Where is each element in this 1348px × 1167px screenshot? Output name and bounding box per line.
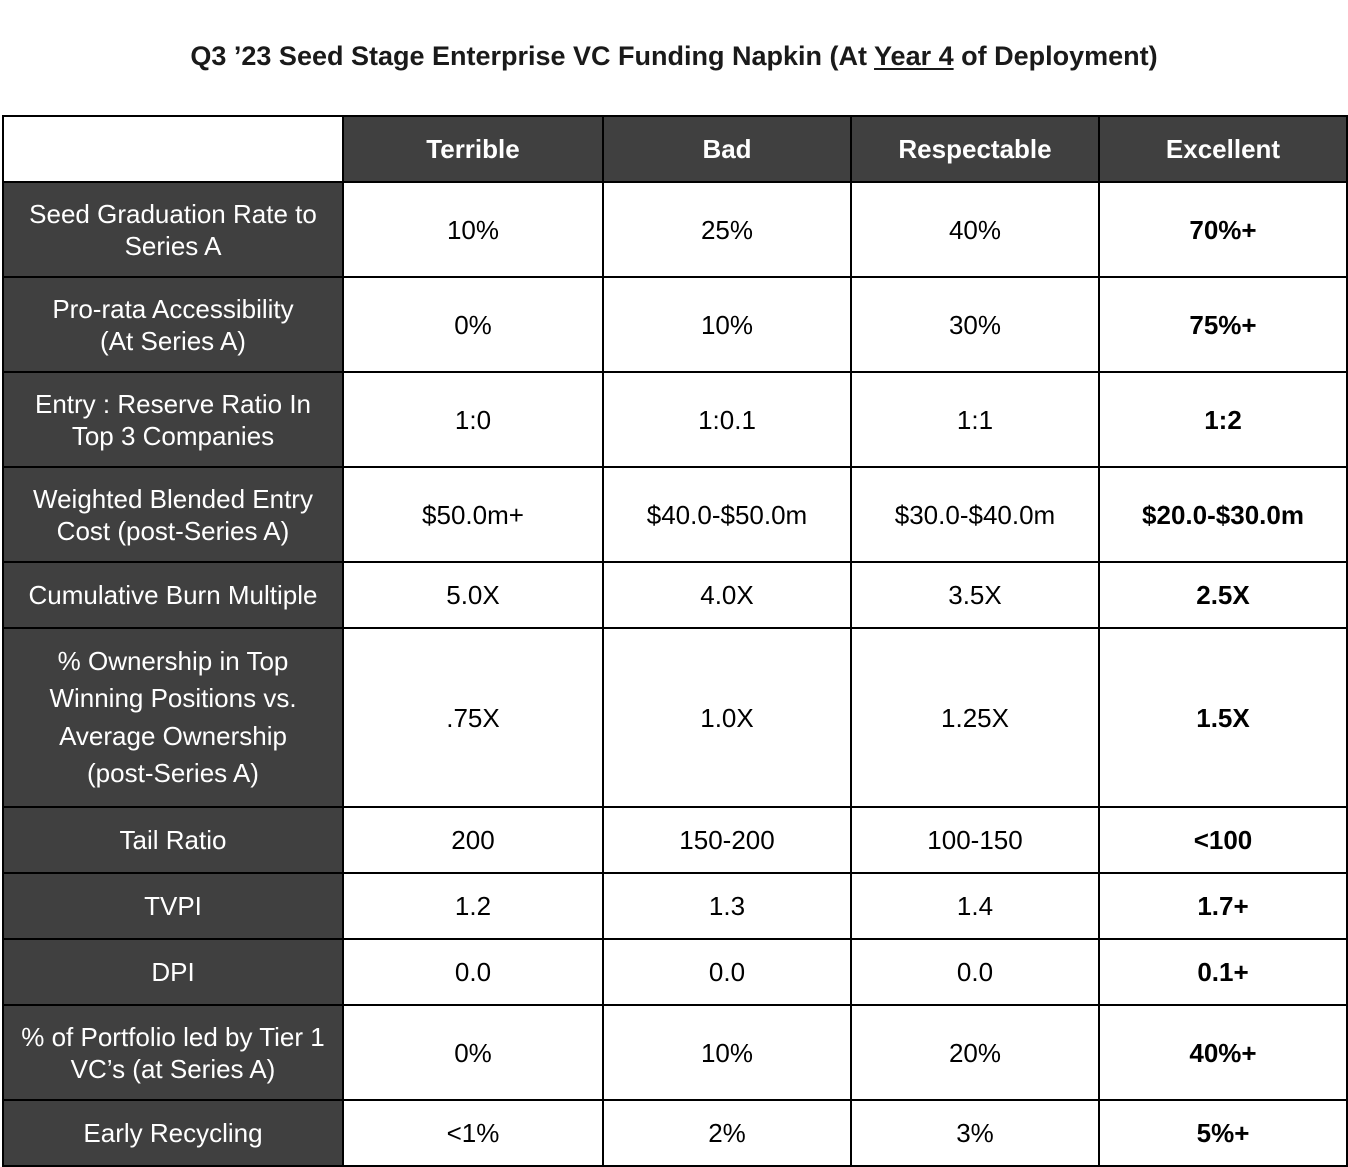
row-label: Seed Graduation Rate to Series A [2, 181, 344, 278]
cell-respectable: 0.0 [850, 938, 1100, 1006]
row-label-line: Weighted Blended Entry [33, 483, 313, 514]
cell-terrible: 5.0X [342, 561, 604, 629]
column-header-respectable: Respectable [850, 115, 1100, 183]
column-header-excellent: Excellent [1098, 115, 1348, 183]
row-label-line: Entry : Reserve Ratio In [35, 388, 311, 419]
cell-respectable: 1:1 [850, 371, 1100, 468]
row-label-line: Cumulative Burn Multiple [28, 580, 318, 610]
table-row: DPI 0.0 0.0 0.0 0.1+ [2, 938, 1348, 1006]
table-row: Early Recycling <1% 2% 3% 5%+ [2, 1099, 1348, 1167]
table-row: TVPI 1.2 1.3 1.4 1.7+ [2, 872, 1348, 940]
table-row: Weighted Blended Entry Cost (post-Series … [2, 466, 1348, 563]
cell-respectable: 100-150 [850, 806, 1100, 874]
cell-bad: 10% [602, 276, 852, 373]
row-label-line: Early Recycling [83, 1118, 263, 1148]
cell-excellent: 70%+ [1098, 181, 1348, 278]
table-row: % Ownership in Top Winning Positions vs. A… [2, 627, 1348, 808]
cell-excellent: 1:2 [1098, 371, 1348, 468]
cell-terrible: 0.0 [342, 938, 604, 1006]
row-label-line: % Ownership in Top [57, 645, 289, 676]
cell-bad: 150-200 [602, 806, 852, 874]
row-label-line: Seed Graduation Rate to [29, 198, 317, 229]
cell-excellent: 2.5X [1098, 561, 1348, 629]
title-suffix: of Deployment) [953, 41, 1158, 71]
row-label-line: (At Series A) [100, 325, 246, 356]
cell-terrible: 0% [342, 276, 604, 373]
cell-terrible: 0% [342, 1004, 604, 1101]
cell-respectable: 3.5X [850, 561, 1100, 629]
table-row: Pro-rata Accessibility (At Series A) 0% 1… [2, 276, 1348, 373]
row-label-line: VC’s (at Series A) [70, 1053, 276, 1084]
row-label: Pro-rata Accessibility (At Series A) [2, 276, 344, 373]
row-label-line: TVPI [144, 891, 202, 921]
cell-respectable: $30.0-$40.0m [850, 466, 1100, 563]
row-label-line: Series A [124, 230, 222, 261]
cell-terrible: <1% [342, 1099, 604, 1167]
row-label-line: Cost (post-Series A) [56, 515, 290, 546]
table-row: Cumulative Burn Multiple 5.0X 4.0X 3.5X … [2, 561, 1348, 629]
table-row: Seed Graduation Rate to Series A 10% 25% … [2, 181, 1348, 278]
cell-terrible: 200 [342, 806, 604, 874]
page-title: Q3 ’23 Seed Stage Enterprise VC Funding … [0, 36, 1348, 76]
cell-terrible: $50.0m+ [342, 466, 604, 563]
row-label-line: (post-Series A) [87, 758, 259, 788]
row-label: Early Recycling [2, 1099, 344, 1167]
column-header-bad: Bad [602, 115, 852, 183]
cell-excellent: 1.5X [1098, 627, 1348, 808]
cell-bad: 0.0 [602, 938, 852, 1006]
cell-respectable: 30% [850, 276, 1100, 373]
cell-bad: 1.0X [602, 627, 852, 808]
cell-excellent: 5%+ [1098, 1099, 1348, 1167]
table-row: % of Portfolio led by Tier 1 VC’s (at Ser… [2, 1004, 1348, 1101]
table-row: Tail Ratio 200 150-200 100-150 <100 [2, 806, 1348, 874]
cell-bad: 4.0X [602, 561, 852, 629]
cell-respectable: 20% [850, 1004, 1100, 1101]
cell-bad: 2% [602, 1099, 852, 1167]
cell-excellent: 75%+ [1098, 276, 1348, 373]
cell-terrible: .75X [342, 627, 604, 808]
row-label: % of Portfolio led by Tier 1 VC’s (at Ser… [2, 1004, 344, 1101]
cell-respectable: 40% [850, 181, 1100, 278]
cell-terrible: 10% [342, 181, 604, 278]
row-label-line: DPI [151, 957, 195, 987]
row-label: Weighted Blended Entry Cost (post-Series … [2, 466, 344, 563]
row-label-line: Winning Positions vs. [49, 683, 297, 713]
row-label-line: Tail Ratio [119, 825, 227, 855]
cell-excellent: 1.7+ [1098, 872, 1348, 940]
cell-excellent: <100 [1098, 806, 1348, 874]
header-row: Terrible Bad Respectable Excellent [2, 115, 1348, 183]
cell-excellent: $20.0-$30.0m [1098, 466, 1348, 563]
row-label: Entry : Reserve Ratio In Top 3 Companies [2, 371, 344, 468]
cell-excellent: 0.1+ [1098, 938, 1348, 1006]
row-label: % Ownership in Top Winning Positions vs. A… [2, 627, 344, 808]
column-header-terrible: Terrible [342, 115, 604, 183]
table-row: Entry : Reserve Ratio In Top 3 Companies … [2, 371, 1348, 468]
row-label-line: Top 3 Companies [71, 420, 275, 451]
cell-terrible: 1:0 [342, 371, 604, 468]
cell-bad: 1.3 [602, 872, 852, 940]
funding-napkin-table: Terrible Bad Respectable Excellent Seed … [2, 115, 1348, 1167]
row-label: DPI [2, 938, 344, 1006]
row-label: TVPI [2, 872, 344, 940]
cell-bad: 25% [602, 181, 852, 278]
row-label: Tail Ratio [2, 806, 344, 874]
cell-respectable: 3% [850, 1099, 1100, 1167]
corner-cell [2, 115, 344, 183]
cell-excellent: 40%+ [1098, 1004, 1348, 1101]
cell-bad: 10% [602, 1004, 852, 1101]
cell-respectable: 1.25X [850, 627, 1100, 808]
row-label: Cumulative Burn Multiple [2, 561, 344, 629]
row-label-line: Pro-rata Accessibility [52, 293, 294, 324]
row-label-line: % of Portfolio led by Tier 1 [21, 1021, 325, 1052]
title-prefix: Q3 ’23 Seed Stage Enterprise VC Funding … [190, 41, 875, 71]
title-underlined-year: Year 4 [874, 41, 954, 71]
row-label-line: Average Ownership [59, 720, 287, 751]
cell-bad: 1:0.1 [602, 371, 852, 468]
cell-respectable: 1.4 [850, 872, 1100, 940]
cell-bad: $40.0-$50.0m [602, 466, 852, 563]
cell-terrible: 1.2 [342, 872, 604, 940]
